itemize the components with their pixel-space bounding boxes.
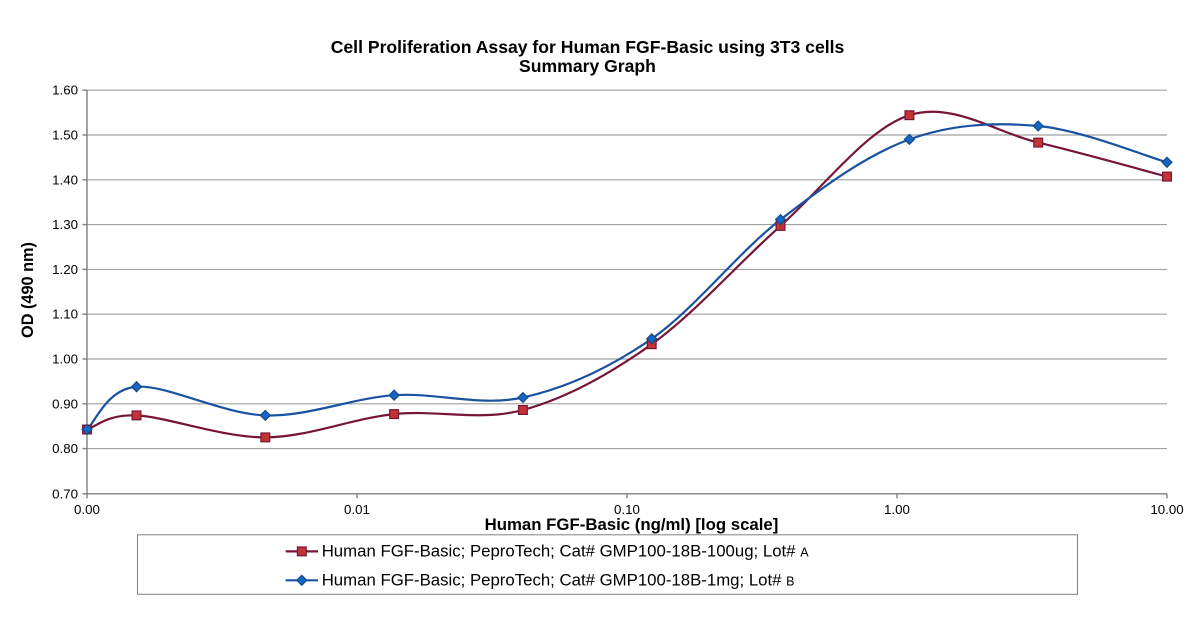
svg-text:1.60: 1.60 (52, 83, 78, 98)
svg-text:0.90: 0.90 (52, 396, 78, 411)
svg-text:Human FGF-Basic; PeproTech; Ca: Human FGF-Basic; PeproTech; Cat# GMP100-… (322, 571, 795, 590)
svg-text:0.10: 0.10 (614, 502, 640, 517)
svg-text:0.80: 0.80 (52, 441, 78, 456)
svg-text:1.00: 1.00 (52, 352, 78, 367)
svg-text:Human FGF-Basic; PeproTech; Ca: Human FGF-Basic; PeproTech; Cat# GMP100-… (322, 542, 810, 561)
svg-text:1.50: 1.50 (52, 128, 78, 143)
svg-text:1.00: 1.00 (884, 502, 910, 517)
svg-text:0.00: 0.00 (74, 502, 100, 517)
svg-text:0.70: 0.70 (52, 486, 78, 501)
svg-text:Human FGF-Basic (ng/ml) [log s: Human FGF-Basic (ng/ml) [log scale] (485, 515, 779, 534)
svg-text:1.30: 1.30 (52, 217, 78, 232)
svg-text:Summary Graph: Summary Graph (519, 56, 656, 76)
svg-text:Cell Proliferation Assay for H: Cell Proliferation Assay for Human FGF-B… (331, 37, 845, 57)
svg-text:1.10: 1.10 (52, 307, 78, 322)
svg-text:1.40: 1.40 (52, 172, 78, 187)
svg-text:10.00: 10.00 (1150, 502, 1183, 517)
svg-text:0.01: 0.01 (344, 502, 370, 517)
svg-text:1.20: 1.20 (52, 262, 78, 277)
svg-text:OD (490 nm): OD (490 nm) (19, 242, 37, 338)
